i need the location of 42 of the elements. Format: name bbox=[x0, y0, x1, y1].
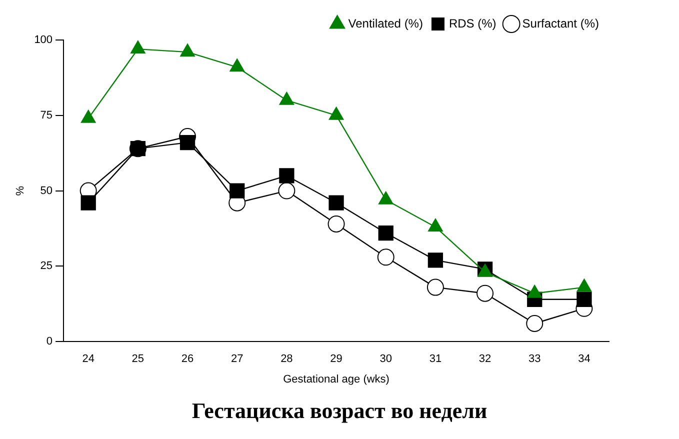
x-tick-label: 24 bbox=[82, 353, 94, 366]
point bbox=[278, 182, 296, 200]
point bbox=[428, 252, 444, 268]
point bbox=[130, 40, 146, 54]
x-tick-label: 26 bbox=[181, 353, 194, 366]
x-tick-label: 25 bbox=[132, 353, 144, 366]
point bbox=[328, 215, 345, 232]
point bbox=[180, 134, 196, 150]
point bbox=[230, 183, 245, 198]
point bbox=[180, 44, 195, 57]
y-tick-label: 75 bbox=[40, 109, 53, 122]
point bbox=[80, 195, 96, 210]
x-tick-label: 34 bbox=[578, 353, 590, 366]
point bbox=[279, 168, 294, 184]
x-tick-label: 27 bbox=[230, 353, 244, 366]
y-tick-label: 25 bbox=[40, 260, 53, 272]
y-axis-title: % bbox=[14, 186, 27, 196]
point bbox=[476, 284, 494, 302]
point bbox=[426, 278, 444, 296]
x-tick-label: 30 bbox=[380, 353, 392, 366]
x-tick-label: 33 bbox=[528, 353, 541, 366]
point bbox=[576, 292, 592, 307]
text: Гестациска возраст во недели bbox=[190, 398, 488, 424]
point bbox=[377, 248, 394, 266]
legend-label: Surfactant (%) bbox=[522, 16, 600, 30]
y-tick-label: 50 bbox=[40, 184, 53, 197]
x-tick-label: 29 bbox=[330, 353, 342, 366]
x-tick-label: 32 bbox=[478, 353, 492, 366]
point bbox=[230, 58, 245, 72]
point bbox=[378, 225, 394, 241]
x-tick-label: 28 bbox=[280, 353, 293, 366]
y-tick-label: 100 bbox=[34, 34, 53, 46]
y-tick-label: 0 bbox=[46, 336, 53, 348]
x-axis-title: Gestational age (wks) bbox=[283, 373, 390, 386]
point bbox=[80, 110, 96, 123]
point bbox=[328, 106, 344, 120]
x-tick-label: 31 bbox=[429, 353, 442, 366]
legend-label: RDS (%) bbox=[448, 16, 496, 30]
point bbox=[328, 195, 344, 210]
legend-label: Ventilated (%) bbox=[348, 16, 423, 30]
point bbox=[279, 92, 294, 105]
point bbox=[526, 315, 544, 332]
